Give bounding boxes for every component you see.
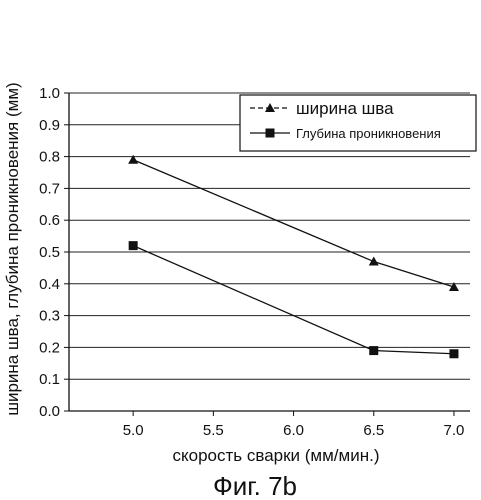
- data-series: [128, 155, 459, 358]
- series-line-seam-width: [133, 160, 454, 287]
- x-tick-label: 6.5: [363, 422, 384, 439]
- y-tick-label: 0.4: [39, 276, 60, 293]
- y-tick-label: 1.0: [39, 85, 60, 102]
- legend-label-depth: Глубина проникновения: [296, 126, 441, 141]
- y-tick-label: 0.3: [39, 308, 60, 325]
- y-tick-label: 0.1: [39, 371, 60, 388]
- y-tick-label: 0.2: [39, 339, 60, 356]
- x-tick-label: 6.0: [283, 422, 304, 439]
- data-point-triangle: [369, 257, 379, 266]
- y-tick-label: 0.0: [39, 403, 60, 420]
- legend-label-width: ширина шва: [296, 99, 394, 118]
- legend-marker-square: [266, 129, 275, 138]
- x-axis-label: скорость сварки (мм/мин.): [173, 446, 380, 465]
- y-axis-label: ширина шва, глубина проникновения (мм): [3, 82, 22, 415]
- y-tick-labels: 0.0 0.1 0.2 0.3 0.4 0.5 0.6 0.7 0.8 0.9 1.0: [39, 85, 60, 420]
- figure-caption: Фиг. 7b: [213, 471, 297, 500]
- y-tick-label: 0.8: [39, 149, 60, 166]
- x-tick-label: 7.0: [444, 422, 465, 439]
- data-point-square: [129, 241, 138, 250]
- x-tick-label: 5.0: [123, 422, 144, 439]
- data-point-square: [369, 346, 378, 355]
- legend: ширина шва Глубина проникновения: [240, 95, 476, 151]
- x-tick-label: 5.5: [203, 422, 224, 439]
- y-tick-label: 0.5: [39, 244, 60, 261]
- y-tick-label: 0.6: [39, 212, 60, 229]
- series-line-penetration-depth: [133, 246, 454, 354]
- y-tick-label: 0.9: [39, 117, 60, 134]
- x-tick-labels: 5.0 5.5 6.0 6.5 7.0: [123, 422, 465, 439]
- y-tick-label: 0.7: [39, 180, 60, 197]
- data-point-square: [449, 349, 458, 358]
